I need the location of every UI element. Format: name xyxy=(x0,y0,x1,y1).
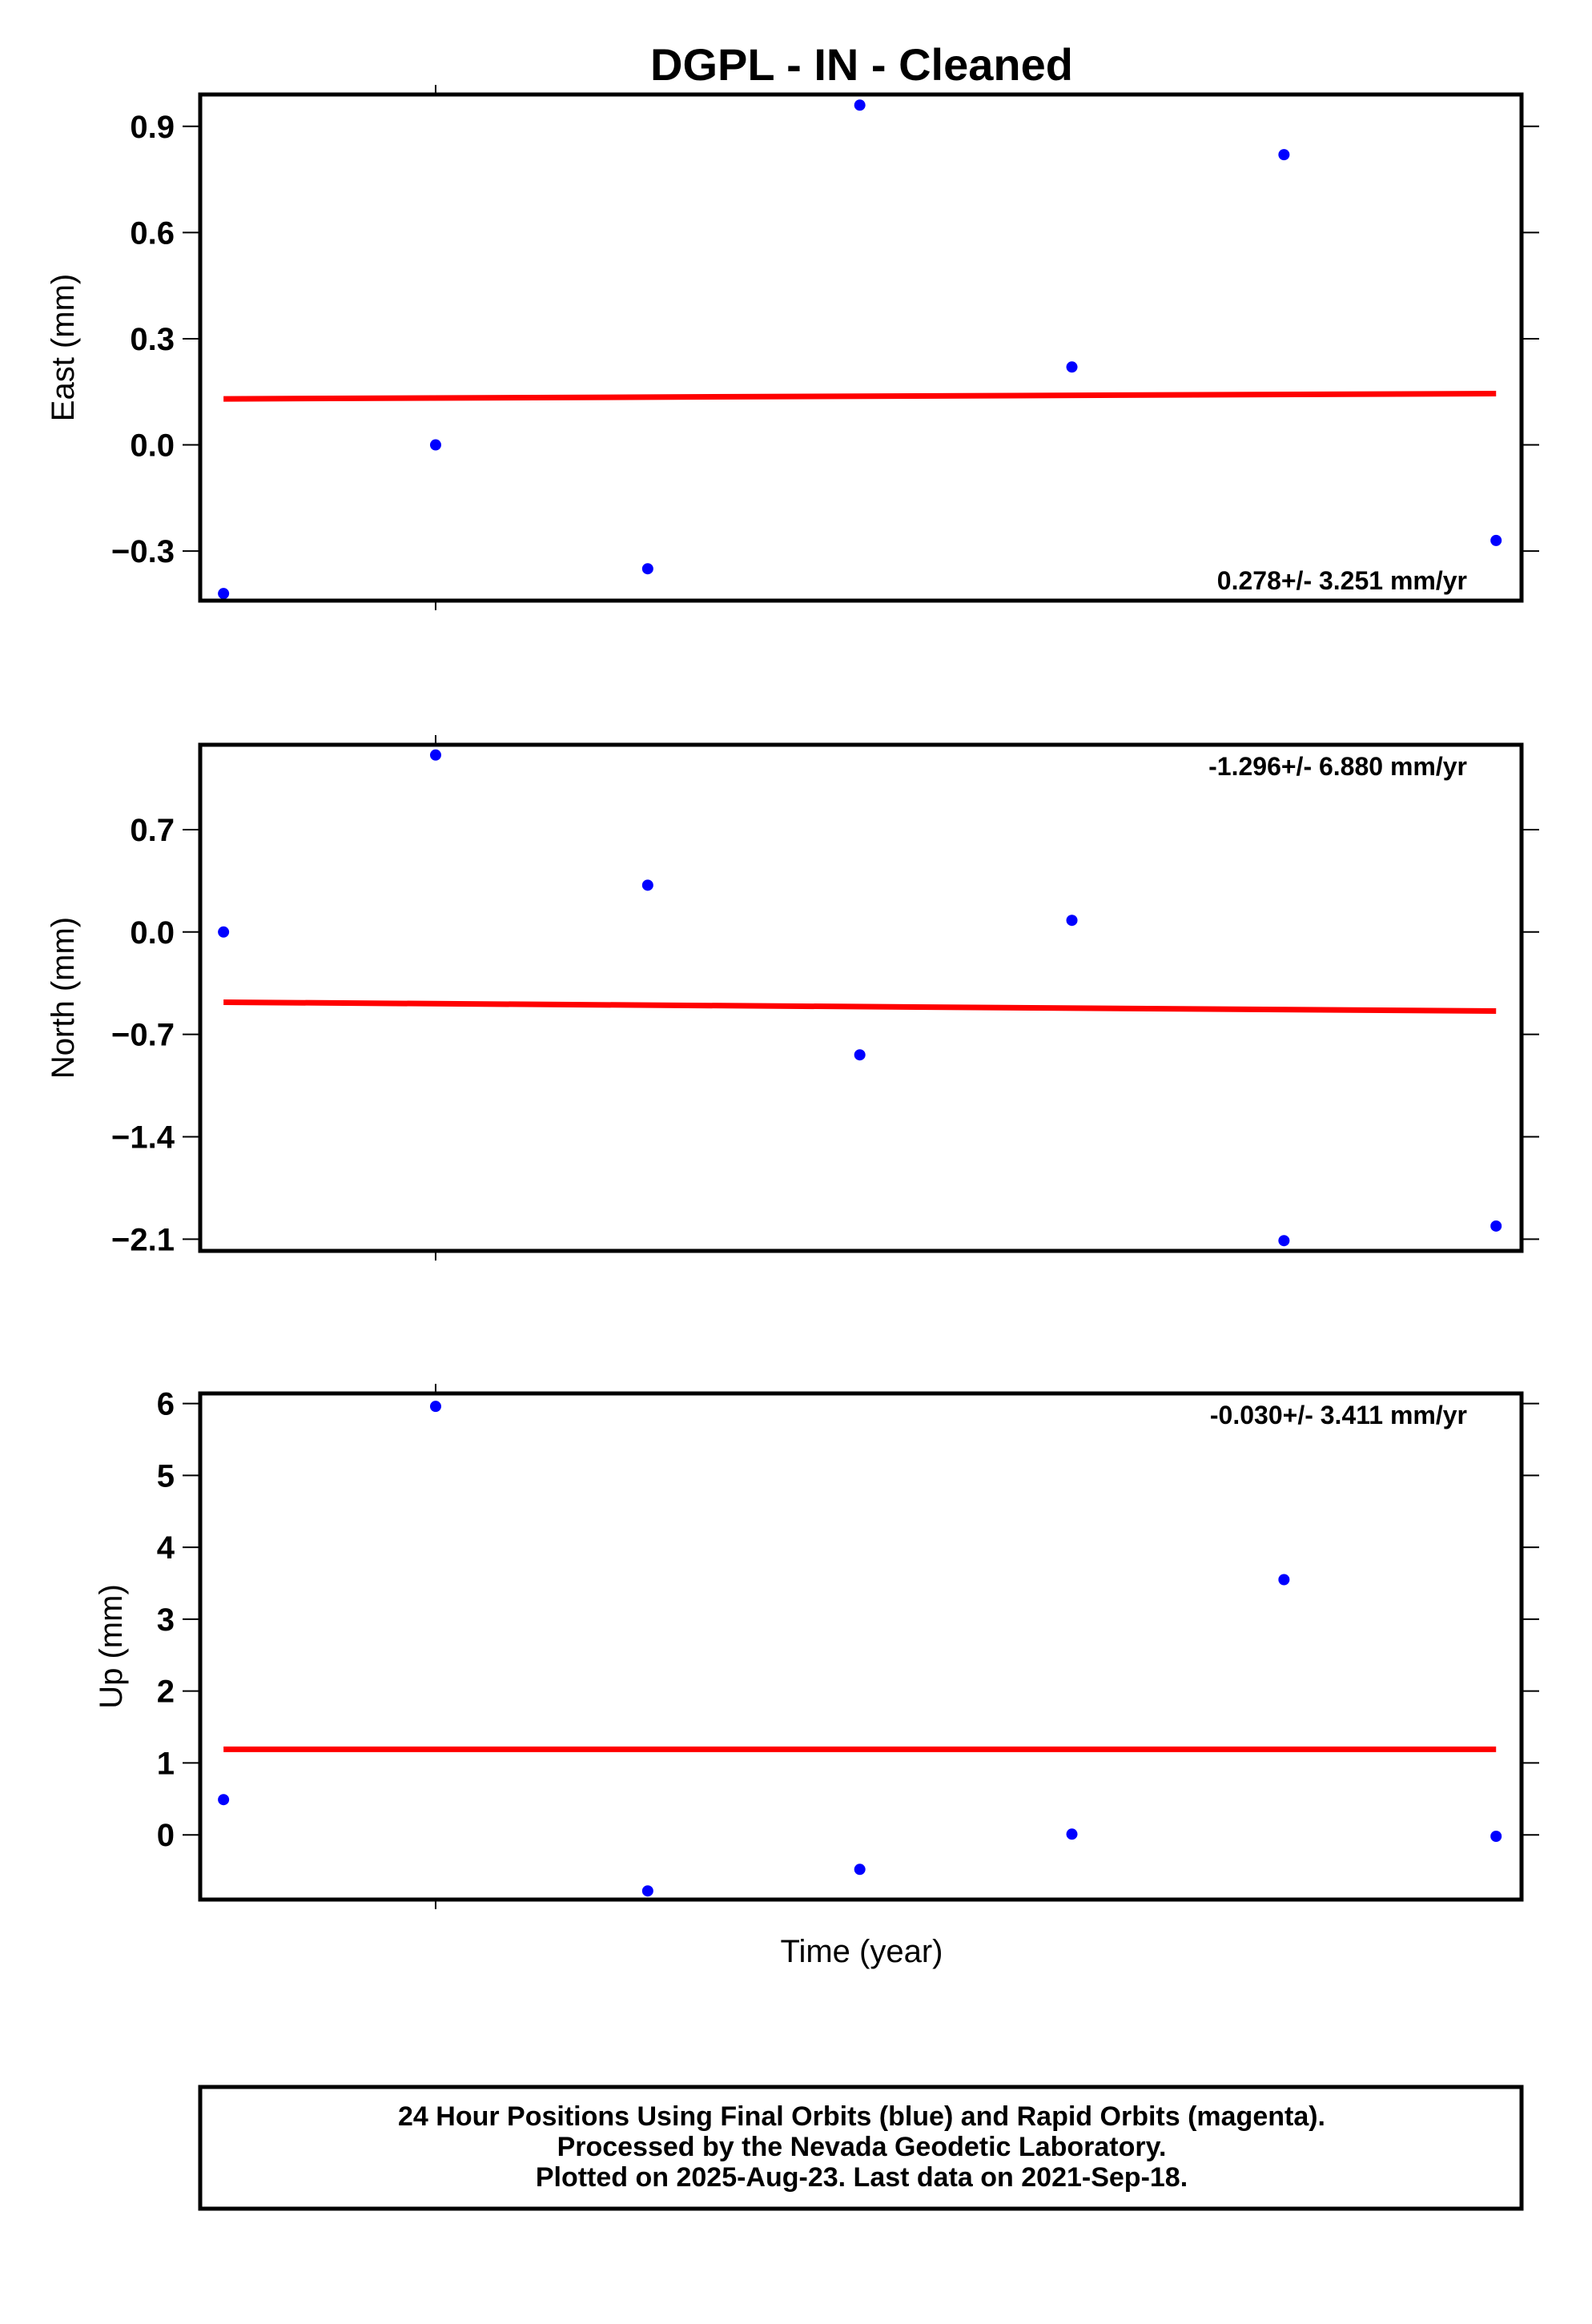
y-tick-label: 0.7 xyxy=(130,813,175,848)
data-point xyxy=(854,99,866,111)
data-point xyxy=(1490,534,1502,546)
data-point xyxy=(1278,1235,1290,1247)
data-point xyxy=(218,1794,230,1806)
y-tick-label: 0.0 xyxy=(130,428,175,464)
footer-line-2: Processed by the Nevada Geodetic Laborat… xyxy=(557,2132,1167,2162)
y-tick-label: 6 xyxy=(157,1387,175,1422)
rate-annotation: 0.278+/- 3.251 mm/yr xyxy=(1217,566,1467,595)
y-tick-label: 2 xyxy=(157,1675,175,1710)
data-point xyxy=(218,926,230,938)
footer-frame xyxy=(198,2085,1524,2211)
y-tick-label: 1 xyxy=(157,1746,175,1781)
data-point xyxy=(429,439,441,451)
y-tick-label: 0.3 xyxy=(130,322,175,357)
data-point xyxy=(641,879,653,891)
data-point xyxy=(1066,915,1078,927)
footer-box: 24 Hour Positions Using Final Orbits (bl… xyxy=(198,2085,1524,2211)
y-tick-label: −2.1 xyxy=(111,1222,175,1257)
y-tick-label: −1.4 xyxy=(111,1120,175,1156)
panels: 0.9 0.6 0.3 0.0 −0.3 East (mm) 0.278+/- 3.251 … xyxy=(46,85,1539,1909)
data-point xyxy=(854,1049,866,1061)
y-tick-label: 5 xyxy=(157,1458,175,1494)
y-tick-label: 0.9 xyxy=(130,110,175,145)
panel-1: 0.9 0.6 0.3 0.0 −0.3 East (mm) 0.278+/- 3.251 … xyxy=(46,85,1539,610)
y-axis-label: East (mm) xyxy=(46,274,81,421)
data-point xyxy=(218,588,230,600)
data-point xyxy=(429,749,441,761)
data-point xyxy=(641,563,653,575)
y-tick-label: 0.0 xyxy=(130,915,175,951)
data-point xyxy=(1278,1574,1290,1586)
y-axis-label: Up (mm) xyxy=(94,1584,129,1709)
data-point xyxy=(1490,1831,1502,1842)
plot-frame xyxy=(198,92,1524,603)
data-point xyxy=(1490,1220,1502,1232)
y-tick-label: 0 xyxy=(157,1818,175,1853)
data-point xyxy=(1278,149,1290,161)
fit-line xyxy=(223,999,1497,1014)
y-tick-label: 3 xyxy=(157,1602,175,1638)
footer-line-3: Plotted on 2025-Aug-23. Last data on 202… xyxy=(536,2162,1188,2193)
data-point xyxy=(641,1885,653,1897)
fit-line xyxy=(223,390,1497,402)
y-tick-label: 4 xyxy=(157,1530,175,1566)
footer-line-1: 24 Hour Positions Using Final Orbits (bl… xyxy=(398,2101,1325,2132)
panel-2: 0.7 0.0 −0.7 −1.4 −2.1 North (mm) -1.296+/- 6.… xyxy=(46,735,1539,1261)
data-point xyxy=(854,1864,866,1876)
rate-annotation: -0.030+/- 3.411 mm/yr xyxy=(1210,1401,1467,1429)
panel-3: 6 5 4 3 2 1 0 Up (mm) -0.030+/- 3.411 mm/yr xyxy=(94,1384,1539,1909)
y-tick-label: −0.7 xyxy=(111,1018,175,1053)
plot-frame xyxy=(198,1391,1524,1902)
data-point xyxy=(429,1401,441,1413)
data-point xyxy=(1066,361,1078,373)
rate-annotation: -1.296+/- 6.880 mm/yr xyxy=(1208,752,1467,781)
y-axis-label: North (mm) xyxy=(46,917,81,1079)
y-tick-label: −0.3 xyxy=(111,534,175,569)
y-tick-label: 0.6 xyxy=(130,215,175,251)
x-axis-label: Time (year) xyxy=(781,1934,943,1969)
data-point xyxy=(1066,1828,1078,1840)
plot-frame xyxy=(198,742,1524,1253)
chart-title: DGPL - IN - Cleaned xyxy=(650,39,1073,90)
